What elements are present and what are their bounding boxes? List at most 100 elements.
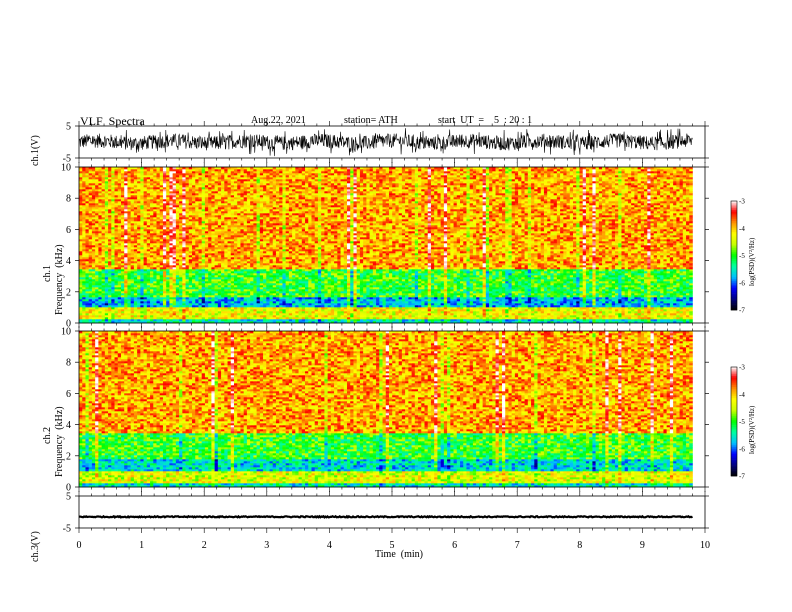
ch1-spec-cell bbox=[492, 311, 496, 313]
ch1-spec-cell bbox=[202, 277, 206, 279]
ch1-spec-cell bbox=[111, 293, 115, 295]
ch1-spec-cell bbox=[499, 287, 503, 289]
ch1-spec-cell bbox=[218, 297, 222, 299]
ch1-spec-cell bbox=[428, 285, 432, 287]
ch1-spec-cell bbox=[450, 279, 454, 281]
ch1-spec-cell bbox=[441, 319, 445, 321]
ch1-spec-cell bbox=[583, 315, 587, 317]
ch1-spec-cell bbox=[583, 281, 587, 283]
ch1-spec-cell bbox=[153, 309, 157, 311]
ch1-spec-cell bbox=[609, 319, 613, 321]
ch1-spec-cell bbox=[218, 275, 222, 277]
ch1-spec-cell bbox=[428, 311, 432, 313]
ch1-spec-cell bbox=[431, 317, 435, 319]
ch1-spec-cell bbox=[331, 307, 335, 309]
ch1-spec-cell bbox=[182, 309, 186, 311]
ch1-spec-cell bbox=[596, 287, 600, 289]
ch1-spec-cell bbox=[134, 279, 138, 281]
ch1-spec-cell bbox=[182, 313, 186, 315]
ch1-spec-cell bbox=[502, 301, 506, 303]
ch1-spec-cell bbox=[667, 293, 671, 295]
ch1-spec-cell bbox=[424, 301, 428, 303]
ch1-spec-cell bbox=[118, 289, 122, 291]
ch1-spec-cell bbox=[324, 279, 328, 281]
ch1-spec-cell bbox=[350, 287, 354, 289]
ch1-spec-cell bbox=[670, 291, 674, 293]
ch1-spec-cell bbox=[237, 301, 241, 303]
ch1-spec-cell bbox=[421, 303, 425, 305]
ch1-spec-cell bbox=[318, 279, 322, 281]
ch1-spec-cell bbox=[383, 309, 387, 311]
ch1-spec-cell bbox=[292, 289, 296, 291]
ch1-spec-cell bbox=[341, 305, 345, 307]
ch1-spec-cell bbox=[98, 317, 102, 319]
ch1-spec-cell bbox=[144, 313, 148, 315]
ch1-spec-cell bbox=[305, 301, 309, 303]
ch1-spec-cell bbox=[198, 295, 202, 297]
ch1-spec-cell bbox=[379, 319, 383, 321]
ch1-spec-cell bbox=[295, 279, 299, 281]
ch1-spec-cell bbox=[544, 295, 548, 297]
ch1-spec-cell bbox=[457, 297, 461, 299]
ch1-spec-cell bbox=[395, 299, 399, 301]
ch1-spec-cell bbox=[331, 279, 335, 281]
ch1-spec-cell bbox=[121, 275, 125, 277]
ch1-spec-cell bbox=[654, 279, 658, 281]
ch1-spec-cell bbox=[218, 291, 222, 293]
ch1-spec-cell bbox=[428, 289, 432, 291]
ch1-spec-cell bbox=[341, 293, 345, 295]
ch1-spec-cell bbox=[134, 277, 138, 279]
ch1-spec-cell bbox=[634, 305, 638, 307]
ch1-spec-cell bbox=[315, 291, 319, 293]
ch1-spec-cell bbox=[567, 295, 571, 297]
ch1-spec-cell bbox=[189, 295, 193, 297]
ch1-spec-cell bbox=[373, 299, 377, 301]
ch1-spec-cell bbox=[589, 277, 593, 279]
ch1-spec-cell bbox=[234, 295, 238, 297]
ch1-spec-cell bbox=[308, 313, 312, 315]
ch1-spec-cell bbox=[150, 311, 154, 313]
ch1-spec-cell bbox=[215, 297, 219, 299]
ch1-spec-cell bbox=[357, 277, 361, 279]
ch1-spec-cell bbox=[428, 293, 432, 295]
ch1-spec-cell bbox=[476, 281, 480, 283]
ch1-spec-cell bbox=[673, 309, 677, 311]
ch1-spec-cell bbox=[337, 309, 341, 311]
ch1-spec-cell bbox=[166, 305, 170, 307]
ch1-spec-cell bbox=[160, 277, 164, 279]
ch1-spec-cell bbox=[538, 279, 542, 281]
ch1-spec-cell bbox=[628, 299, 632, 301]
ch1-spec-cell bbox=[657, 315, 661, 317]
ch1-spec-cell bbox=[386, 295, 390, 297]
ch1-spec-cell bbox=[486, 315, 490, 317]
ch1-spec-cell bbox=[550, 293, 554, 295]
ch1-spec-cell bbox=[202, 295, 206, 297]
ch1-spec-cell bbox=[189, 291, 193, 293]
ch1-spec-cell bbox=[92, 297, 96, 299]
ch1-spec-cell bbox=[386, 303, 390, 305]
ch1-spec-cell bbox=[508, 293, 512, 295]
ch1-spec-cell bbox=[163, 287, 167, 289]
ch1-spec-cell bbox=[176, 315, 180, 317]
ch1-spec-cell bbox=[240, 285, 244, 287]
ch1-spec-cell bbox=[376, 313, 380, 315]
ch1-spec-cell bbox=[250, 315, 254, 317]
ch1-spec-cell bbox=[412, 293, 416, 295]
ch1-spec-cell bbox=[428, 309, 432, 311]
ch1-spec-cell bbox=[173, 287, 177, 289]
ch1-spec-cell bbox=[547, 277, 551, 279]
ch1-spec-cell bbox=[667, 315, 671, 317]
ch1-spec-cell bbox=[121, 299, 125, 301]
ch1-spec-cell bbox=[244, 315, 248, 317]
ch1-spec-cell bbox=[489, 289, 493, 291]
ch1-spec-cell bbox=[363, 285, 367, 287]
ch1-spec-cell bbox=[276, 301, 280, 303]
ch1-spec-cell bbox=[318, 299, 322, 301]
ch1-spec-cell bbox=[263, 295, 267, 297]
ch1-spec-cell bbox=[111, 289, 115, 291]
ch1-spec-cell bbox=[508, 291, 512, 293]
ch1-spec-cell bbox=[302, 309, 306, 311]
ch1-spec-cell bbox=[492, 287, 496, 289]
ch1-spec-cell bbox=[534, 305, 538, 307]
ch1-spec-cell bbox=[631, 315, 635, 317]
